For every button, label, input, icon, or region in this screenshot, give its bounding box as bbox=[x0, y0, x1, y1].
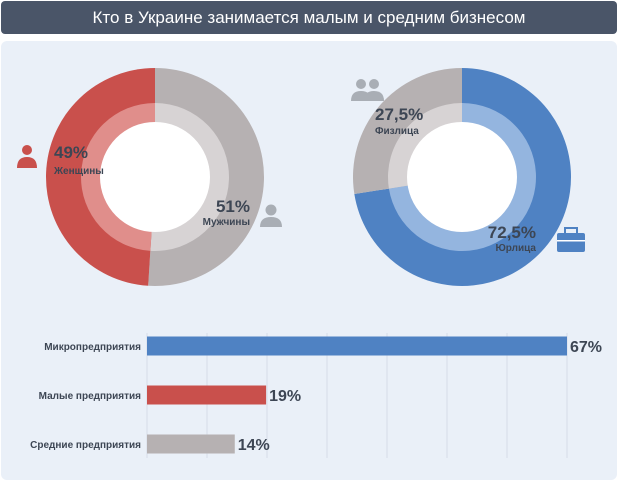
donut-gender bbox=[46, 68, 265, 286]
donut-hole bbox=[407, 122, 517, 232]
slice-label-women: Женщины bbox=[53, 166, 104, 177]
page-title: Кто в Украине занимается малым и средним… bbox=[1, 1, 617, 34]
bar-category-label: Малые предприятия bbox=[39, 391, 141, 402]
man-icon bbox=[260, 204, 282, 227]
bar-микропредприятия bbox=[147, 336, 567, 356]
slice-label-women-value: 49% bbox=[54, 143, 88, 162]
slice-label-individuals: Физлица bbox=[375, 126, 419, 137]
bar-category-label: Микропредприятия bbox=[44, 342, 141, 353]
slice-label-men-value: 51% bbox=[216, 197, 250, 216]
bar-средние-предприятия bbox=[147, 434, 235, 454]
slice-label-individuals-value: 27,5% bbox=[375, 105, 423, 124]
bar-value-label: 19% bbox=[269, 388, 301, 405]
slice-label-legal-value: 72,5% bbox=[488, 223, 536, 242]
slice-label-men: Мужчины bbox=[203, 217, 250, 228]
bar-chart-enterprises: Микропредприятия 67% Малые предприятия 19% С… bbox=[30, 333, 602, 458]
woman-icon bbox=[17, 145, 37, 168]
bar-category-label: Средние предприятия bbox=[30, 440, 141, 451]
bar-value-label: 14% bbox=[238, 437, 270, 454]
donut-entity bbox=[353, 68, 571, 287]
bar-value-label: 67% bbox=[570, 339, 602, 356]
bar-малые-предприятия bbox=[147, 385, 267, 405]
slice-label-legal: Юрлица bbox=[495, 243, 536, 254]
people-icon bbox=[351, 79, 384, 101]
donut-hole bbox=[100, 122, 210, 232]
briefcase-icon bbox=[557, 227, 585, 252]
